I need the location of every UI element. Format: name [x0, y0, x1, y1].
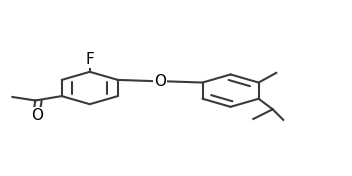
Text: O: O: [31, 108, 43, 123]
Text: F: F: [86, 52, 94, 67]
Text: O: O: [154, 74, 166, 89]
